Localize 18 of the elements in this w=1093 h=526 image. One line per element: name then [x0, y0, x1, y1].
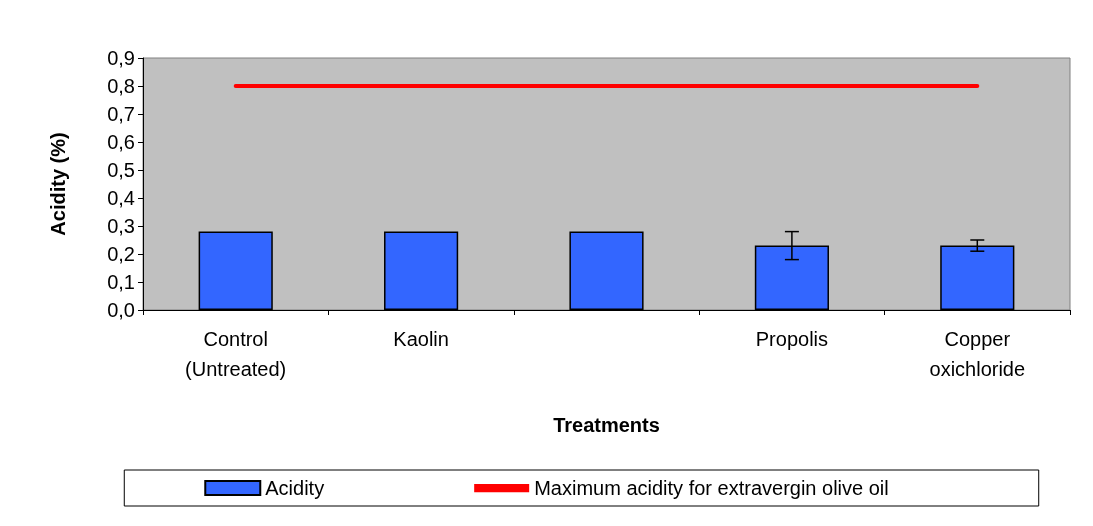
- y-tick-label: 0,3: [107, 215, 135, 237]
- y-tick-label: 0,0: [107, 299, 135, 321]
- legend-label: Acidity: [265, 477, 325, 499]
- y-tick-label: 0,2: [107, 243, 135, 265]
- legend-label: Maximum acidity for extravergin olive oil: [534, 477, 889, 499]
- x-tick-label: Copper oxichloride: [929, 328, 1026, 380]
- y-tick-label: 0,1: [107, 271, 135, 293]
- y-tick-label: 0,7: [107, 103, 135, 125]
- y-tick-label: 0,6: [107, 131, 135, 153]
- y-tick-label: 0,8: [107, 75, 135, 97]
- x-tick-label: Propolis: [755, 328, 829, 350]
- y-tick-label: 0,4: [107, 187, 135, 209]
- y-tick-label: 0,5: [107, 159, 135, 181]
- x-tick-label: Control (Untreated): [185, 328, 287, 380]
- y-tick-label: 0,9: [107, 47, 135, 69]
- x-axis-title: Treatments: [553, 414, 660, 436]
- x-tick-label: Kaolin: [393, 328, 449, 350]
- y-axis-title: Acidity (%): [47, 132, 69, 236]
